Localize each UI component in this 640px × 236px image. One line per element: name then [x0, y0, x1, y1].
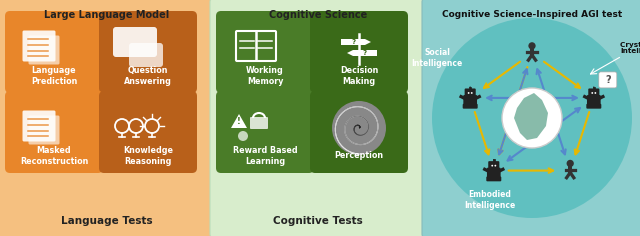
Text: Reward Based
Learning: Reward Based Learning	[233, 146, 298, 166]
Text: ?: ?	[605, 75, 611, 85]
Circle shape	[469, 86, 471, 88]
Text: ?: ?	[363, 50, 367, 56]
FancyBboxPatch shape	[487, 168, 500, 179]
Text: Knowledge
Reasoning: Knowledge Reasoning	[123, 146, 173, 166]
FancyBboxPatch shape	[588, 88, 600, 96]
Circle shape	[471, 92, 473, 94]
Text: Perception: Perception	[335, 152, 383, 160]
Text: !: !	[237, 118, 241, 126]
FancyBboxPatch shape	[216, 11, 314, 93]
FancyBboxPatch shape	[216, 91, 314, 173]
Text: Cognitive Tests: Cognitive Tests	[273, 216, 363, 226]
FancyBboxPatch shape	[250, 117, 268, 129]
FancyBboxPatch shape	[99, 11, 197, 93]
Circle shape	[566, 160, 574, 167]
FancyBboxPatch shape	[22, 30, 56, 62]
Text: Cognitive Science-Inspired AGI test: Cognitive Science-Inspired AGI test	[442, 10, 622, 19]
FancyBboxPatch shape	[463, 104, 477, 109]
Circle shape	[495, 165, 496, 167]
Text: Decision
Making: Decision Making	[340, 66, 378, 86]
Circle shape	[595, 92, 596, 94]
FancyBboxPatch shape	[599, 72, 617, 88]
Text: Embodied
Intelligence: Embodied Intelligence	[465, 190, 516, 210]
FancyBboxPatch shape	[463, 95, 477, 106]
Text: Cognitive Science: Cognitive Science	[269, 10, 367, 20]
Text: Large Language Model: Large Language Model	[44, 10, 170, 20]
FancyBboxPatch shape	[129, 43, 163, 67]
FancyBboxPatch shape	[5, 11, 103, 93]
FancyBboxPatch shape	[29, 35, 60, 64]
Circle shape	[468, 92, 470, 94]
FancyBboxPatch shape	[587, 95, 601, 106]
Text: Crystallized / Fluid
Intelligence: Crystallized / Fluid Intelligence	[620, 42, 640, 55]
Text: Masked
Reconstruction: Masked Reconstruction	[20, 146, 88, 166]
FancyBboxPatch shape	[422, 0, 640, 236]
Polygon shape	[341, 39, 371, 45]
FancyBboxPatch shape	[586, 104, 602, 109]
FancyBboxPatch shape	[0, 0, 213, 236]
Text: ?: ?	[352, 39, 356, 45]
FancyBboxPatch shape	[465, 88, 476, 96]
FancyBboxPatch shape	[29, 115, 60, 144]
Circle shape	[492, 165, 493, 167]
Polygon shape	[347, 50, 377, 56]
Text: Social
Intelligence: Social Intelligence	[412, 48, 463, 68]
Circle shape	[502, 88, 562, 148]
FancyBboxPatch shape	[210, 0, 425, 236]
Text: Language Tests: Language Tests	[61, 216, 153, 226]
FancyBboxPatch shape	[310, 91, 408, 173]
Text: Language
Prediction: Language Prediction	[31, 66, 77, 86]
Circle shape	[332, 101, 386, 155]
Circle shape	[493, 159, 495, 161]
FancyBboxPatch shape	[488, 161, 499, 169]
Circle shape	[593, 86, 595, 88]
FancyBboxPatch shape	[113, 27, 157, 57]
FancyBboxPatch shape	[486, 177, 501, 181]
FancyBboxPatch shape	[99, 91, 197, 173]
Text: Question
Answering: Question Answering	[124, 66, 172, 86]
FancyBboxPatch shape	[5, 91, 103, 173]
Text: Working
Memory: Working Memory	[246, 66, 284, 86]
Circle shape	[591, 92, 593, 94]
Circle shape	[529, 42, 536, 50]
Circle shape	[238, 131, 248, 141]
Polygon shape	[514, 93, 548, 140]
FancyBboxPatch shape	[22, 110, 56, 142]
FancyBboxPatch shape	[310, 11, 408, 93]
Polygon shape	[231, 114, 247, 128]
Circle shape	[432, 18, 632, 218]
